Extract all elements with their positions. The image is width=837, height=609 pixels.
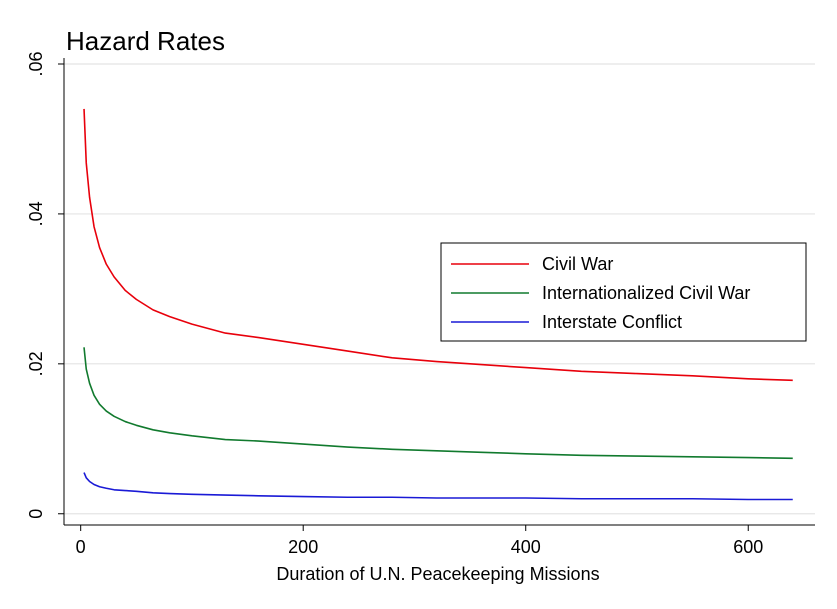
series-line-interstate-conflict [83,472,793,501]
x-tick-label: 200 [288,537,318,557]
x-axis-ticks: 0 200 400 600 [76,525,763,557]
series-line-internationalized-civil-war [83,347,793,460]
y-axis-ticks: 0 .02 .04 .06 [26,51,64,519]
legend-label: Internationalized Civil War [542,283,750,303]
y-tick-label: .06 [26,51,46,76]
y-tick-label: 0 [26,509,46,519]
x-tick-label: 0 [76,537,86,557]
legend: Civil War Internationalized Civil War Inte… [440,242,807,342]
x-tick-label: 400 [511,537,541,557]
y-tick-label: .02 [26,351,46,376]
x-tick-label: 600 [733,537,763,557]
gridlines [64,63,815,515]
legend-box [440,242,807,342]
axes [63,58,815,526]
series-line-civil-war [83,108,793,382]
y-tick-label: .04 [26,201,46,226]
legend-label: Interstate Conflict [542,312,682,332]
chart-title: Hazard Rates [66,26,225,56]
legend-label: Civil War [542,254,613,274]
x-axis-title: Duration of U.N. Peacekeeping Missions [276,564,599,584]
series-lines [83,108,793,501]
